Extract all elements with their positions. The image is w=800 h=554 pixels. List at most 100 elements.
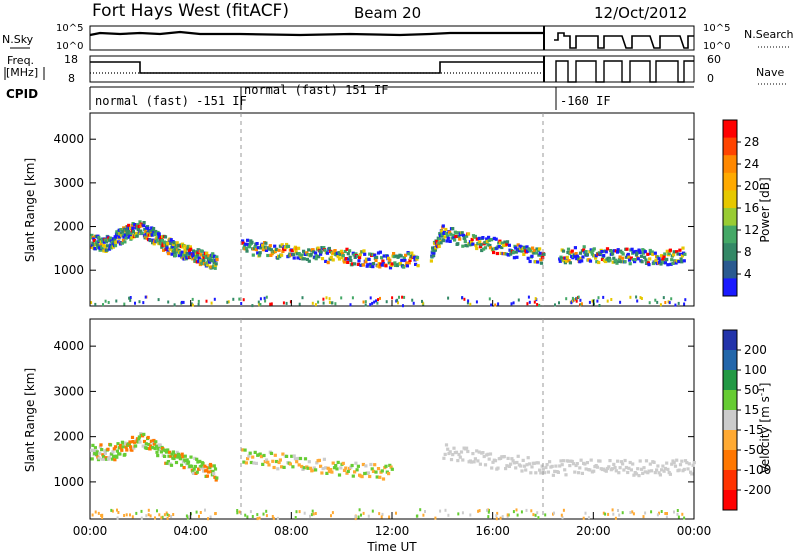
echo-cell	[97, 456, 101, 460]
echo-cell	[537, 253, 541, 257]
echo-cell	[324, 466, 328, 470]
echo-cell	[261, 462, 265, 466]
echo-cell	[242, 460, 246, 464]
ground-scatter-cell	[312, 512, 315, 516]
echo-cell	[285, 454, 289, 458]
ground-scatter-cell	[421, 301, 424, 305]
echo-cell	[612, 462, 616, 466]
echo-cell	[570, 249, 574, 253]
echo-cell	[245, 249, 249, 253]
echo-cell	[530, 465, 534, 469]
echo-cell	[483, 246, 488, 250]
ground-scatter-cell	[618, 513, 621, 517]
ground-scatter-cell	[494, 303, 497, 307]
echo-cell	[283, 248, 287, 252]
ground-scatter-cell	[188, 515, 191, 519]
echo-cell	[149, 444, 153, 448]
echo-cell	[623, 458, 627, 463]
echo-cell	[512, 250, 516, 254]
echo-cell	[481, 451, 485, 455]
echo-cell	[314, 257, 318, 261]
echo-cell	[553, 469, 557, 473]
echo-cell	[354, 461, 358, 465]
echo-cell	[360, 250, 364, 254]
ground-scatter-cell	[536, 303, 539, 306]
colorbar-tick-label: 12	[744, 223, 759, 237]
colorbar-tick-label: 8	[744, 245, 752, 259]
echo-cell	[633, 258, 637, 262]
echo-cell	[300, 253, 304, 257]
colorbar-swatch	[723, 155, 737, 174]
echo-cell	[538, 247, 542, 251]
echo-cell	[497, 245, 501, 249]
echo-cell	[313, 255, 317, 259]
echo-cell	[253, 245, 257, 249]
echo-cell	[172, 241, 176, 245]
ground-scatter-cell	[259, 297, 262, 301]
ground-scatter-cell	[488, 297, 491, 301]
echo-cell	[118, 443, 123, 447]
echo-cell	[456, 242, 460, 246]
echo-cell	[590, 250, 594, 254]
echo-cell	[514, 250, 518, 254]
ground-scatter-cell	[166, 513, 169, 517]
echo-cell	[100, 457, 104, 461]
echo-cell	[102, 457, 106, 461]
echo-cell	[444, 227, 448, 232]
echo-cell	[629, 256, 633, 260]
echo-cell	[146, 225, 150, 229]
echo-cell	[672, 250, 676, 254]
echo-cell	[558, 257, 562, 261]
echo-cell	[439, 241, 443, 245]
echo-cell	[124, 445, 128, 449]
ground-scatter-cell	[156, 509, 158, 513]
ground-scatter-cell	[240, 302, 243, 305]
ground-scatter-cell	[640, 297, 643, 300]
cpid-segment-2: normal (fast) 151 IF	[244, 83, 389, 97]
ground-scatter-cell	[351, 296, 354, 300]
echo-cell	[99, 242, 103, 246]
echo-cell	[342, 468, 347, 472]
echo-cell	[665, 257, 669, 261]
ground-scatter-cell	[611, 508, 614, 512]
echo-cell	[498, 239, 502, 243]
echo-cell	[292, 454, 296, 458]
echo-cell	[99, 443, 103, 447]
echo-cell	[305, 251, 309, 255]
echo-cell	[451, 227, 455, 231]
echo-cell	[504, 467, 508, 471]
echo-cell	[137, 437, 141, 441]
echo-cell	[388, 463, 392, 467]
echo-cell	[538, 251, 542, 255]
echo-cell	[155, 232, 159, 236]
echo-cell	[671, 459, 675, 463]
ground-scatter-cell	[668, 301, 671, 305]
ground-scatter-cell	[371, 509, 374, 513]
ground-scatter-cell	[614, 516, 617, 520]
echo-cell	[340, 255, 344, 260]
ground-scatter-cell	[380, 515, 383, 519]
echo-cell	[102, 240, 107, 244]
ground-scatter-cell	[170, 515, 173, 518]
ground-scatter-cell	[532, 513, 535, 517]
echo-cell	[456, 231, 460, 235]
echo-cell	[268, 244, 272, 248]
echo-cell	[93, 247, 97, 251]
echo-cell	[653, 251, 657, 255]
echo-cell	[337, 257, 342, 261]
echo-cell	[154, 236, 158, 240]
ground-scatter-cell	[379, 296, 381, 300]
echo-cell	[94, 234, 98, 238]
echo-cell	[170, 452, 174, 456]
echo-cell	[369, 462, 373, 467]
echo-cell	[554, 464, 558, 468]
nsky-tick-top: 10^5	[56, 23, 83, 34]
echo-cell	[509, 462, 513, 466]
echo-cell	[615, 261, 619, 265]
echo-cell	[505, 242, 509, 246]
echo-cell	[408, 258, 412, 262]
echo-cell	[307, 248, 311, 252]
ground-scatter-cell	[385, 300, 388, 304]
ground-scatter-cell	[434, 516, 437, 520]
